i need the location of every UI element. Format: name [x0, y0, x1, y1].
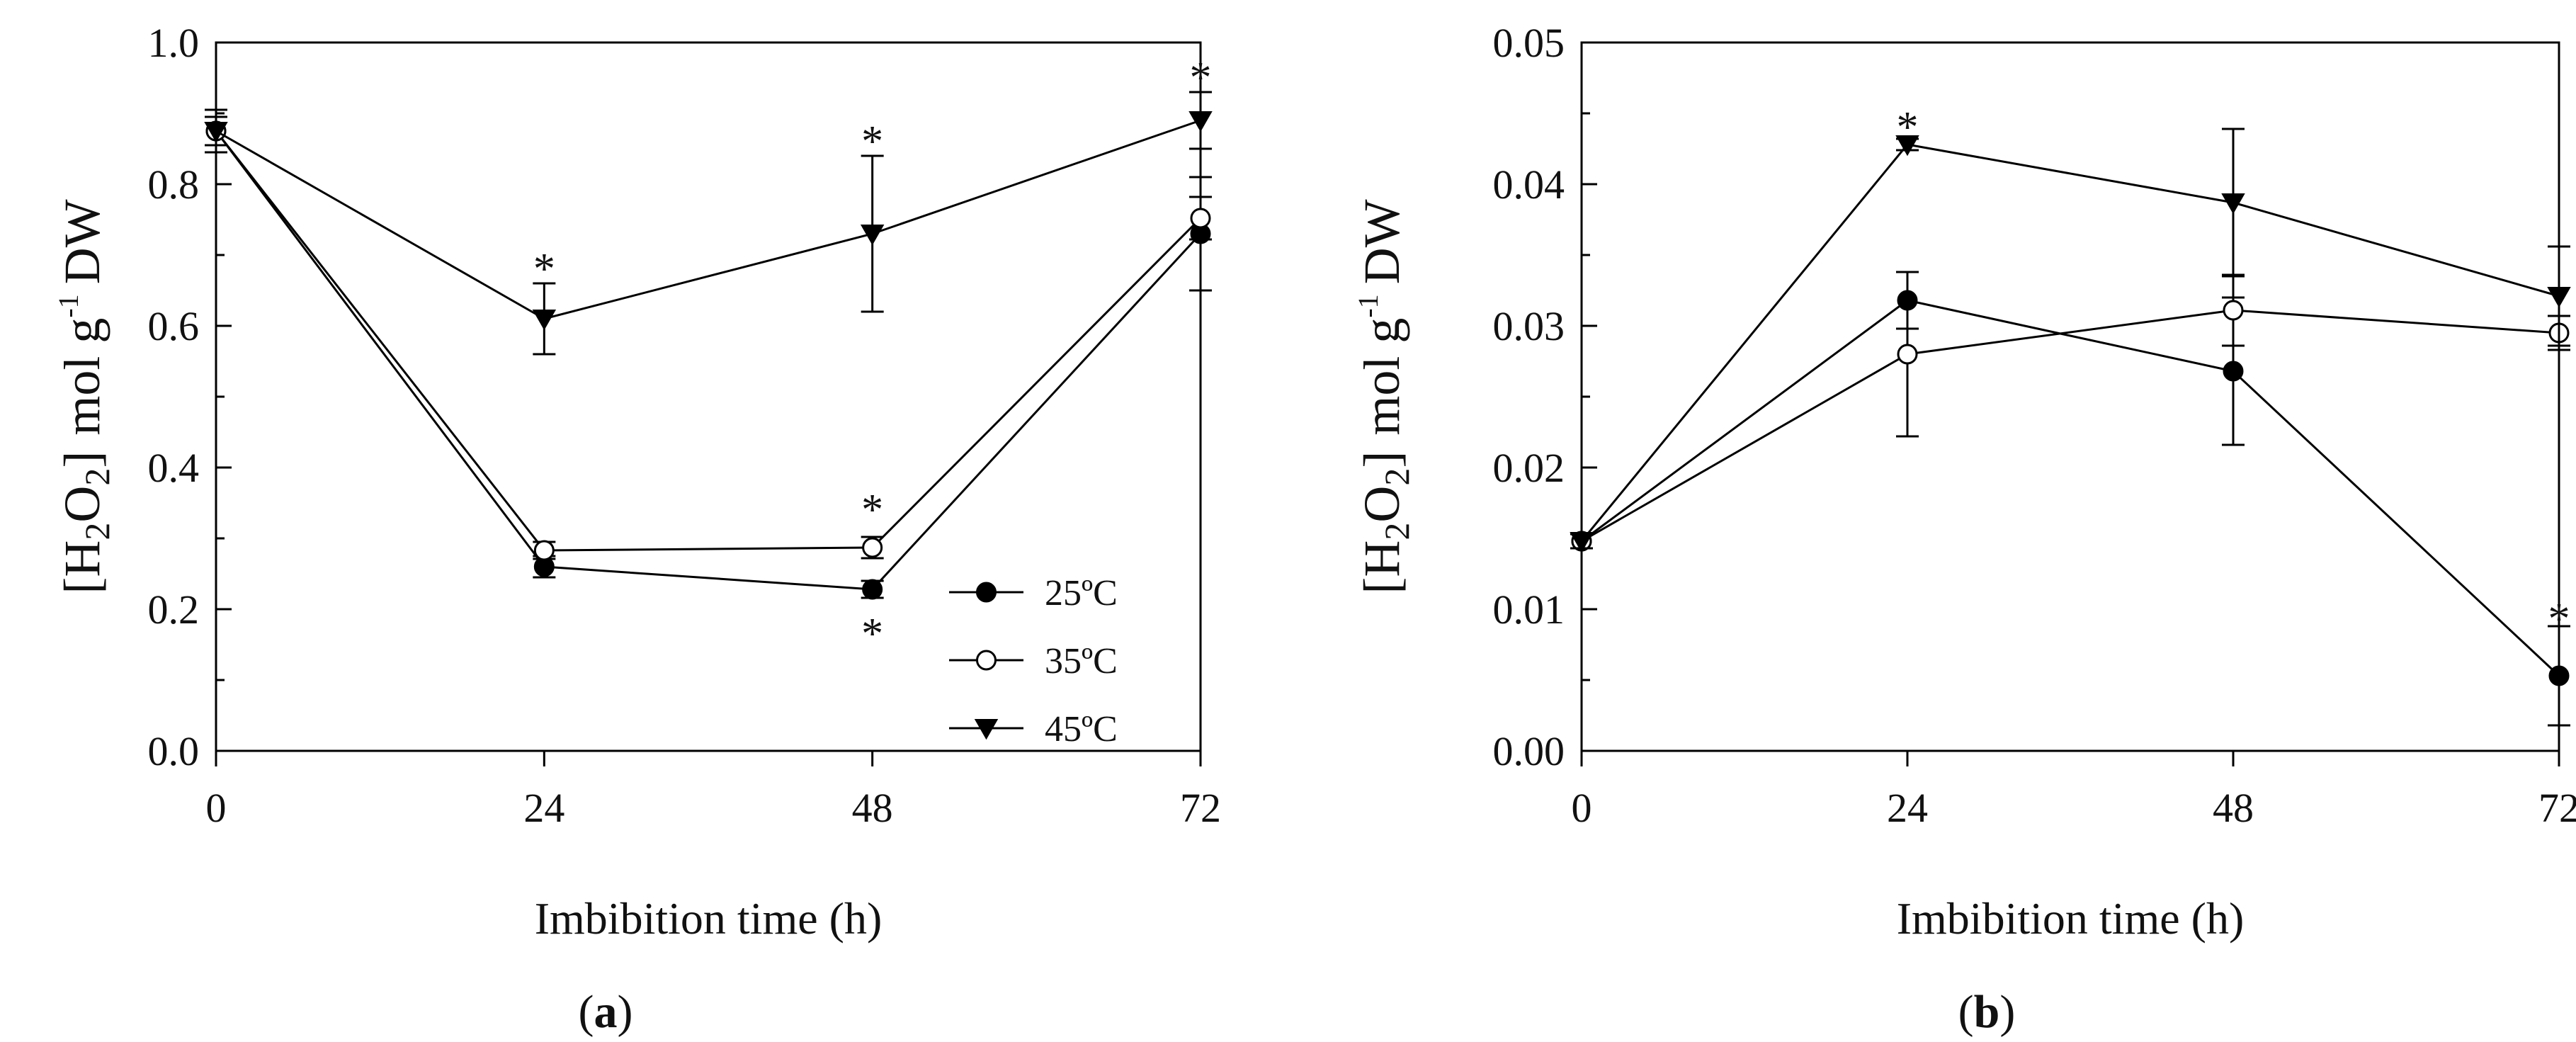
panel-a-series-line	[215, 130, 1202, 591]
panel-b-data-point	[2548, 665, 2570, 686]
panel-a-xtick-label: 72	[1180, 785, 1221, 831]
panel-a-xtick-label: 0	[206, 785, 227, 831]
panel-a-significance-star: *	[861, 118, 883, 166]
panel-b-series-1	[1570, 271, 2570, 552]
panel-b-significance-star: *	[1897, 103, 1919, 152]
panel-b-chart: 0.00 0.01 0.02 0.03 0.04 0.05 0 24 48 72 * * [H2O2]…	[1352, 20, 2576, 1038]
panel-b-data-point	[2547, 287, 2571, 308]
panel-b-label: (b)	[1958, 986, 2016, 1038]
panel-a-ylabel: [H2O2]mol g-1DW	[52, 199, 117, 594]
panel-a-series-line	[215, 119, 1201, 320]
panel-a-xtick-label: 48	[852, 785, 893, 831]
panel-a-legend-marker	[976, 582, 997, 603]
panel-b-series-line	[1580, 143, 2560, 542]
panel-a-data-point	[1190, 208, 1211, 229]
panel-a-significance-star: *	[861, 486, 883, 534]
panel-a-significance-star: *	[861, 610, 883, 658]
panel-a-ytick-label: 0.2	[148, 587, 200, 633]
panel-a-data-point	[1188, 111, 1213, 132]
panel-b-ytick-label: 0.05	[1493, 20, 1565, 66]
panel-b-ytick-label: 0.02	[1493, 445, 1565, 491]
panel-a-xlabel: Imbibition time (h)	[535, 893, 883, 944]
panel-a-data-point	[533, 540, 555, 561]
panel-a-ytick-label: 0.0	[148, 728, 200, 774]
panel-b-ytick-label: 0.04	[1493, 162, 1565, 208]
panel-a-ytick-label: 1.0	[148, 20, 200, 66]
panel-b-ytick-label: 0.01	[1493, 587, 1565, 633]
panel-b-xtick-label: 72	[2538, 785, 2576, 831]
panel-b-data-point	[2223, 300, 2244, 321]
panel-b-xtick-label: 48	[2213, 785, 2254, 831]
panel-a-significance-star: *	[1190, 54, 1212, 102]
panel-a-ytick-label: 0.8	[148, 162, 200, 208]
panel-a-data-point	[532, 310, 557, 331]
panel-b-significance-star: *	[2548, 595, 2570, 643]
panel-b-ytick-label: 0.03	[1493, 303, 1565, 349]
panel-a-legend-marker	[974, 719, 999, 740]
panel-a-series-line	[215, 130, 1202, 552]
panel-a-data-point	[860, 225, 885, 246]
panel-b-data-point	[1895, 135, 1919, 157]
panel-a-data-point	[862, 537, 883, 558]
panel-a-legend-label: 45ºC	[1045, 709, 1118, 749]
panel-b-plot-frame	[1580, 41, 2560, 752]
panel-a-legend-label: 25ºC	[1045, 573, 1118, 613]
panel-a-xtick-label: 24	[523, 785, 564, 831]
panel-b-data-point	[1897, 344, 1918, 365]
panel-a-significance-star: *	[533, 245, 555, 293]
panel-b-series-0	[1570, 271, 2570, 727]
panel-b-series-2	[1570, 128, 2571, 553]
panel-a-series-1	[205, 115, 1212, 561]
panel-a-data-point	[862, 579, 883, 600]
panel-b-xtick-label: 24	[1887, 785, 1928, 831]
panel-b-xlabel: Imbibition time (h)	[1897, 893, 2245, 944]
panel-b-ylabel: [H2O2]mol g-1DW	[1352, 199, 1417, 594]
panel-a-legend-marker	[976, 650, 997, 671]
panel-a-chart: 0.0 0.2 0.4 0.6 0.8 1.0 0 24 48 72 * * * * * 25ºC 35ºC 45…	[52, 20, 1221, 1038]
panel-a-ytick-label: 0.6	[148, 303, 200, 349]
panel-b-ytick-label: 0.00	[1493, 728, 1565, 774]
panel-a-legend-label: 35ºC	[1045, 641, 1118, 681]
panel-a-data-point	[204, 122, 228, 143]
panel-b-xtick-label: 0	[1572, 785, 1592, 831]
panel-b-series-line	[1581, 309, 2560, 543]
panel-a-ytick-label: 0.4	[148, 445, 200, 491]
panel-b-data-point	[1570, 532, 1594, 553]
panel-a-series-2	[204, 91, 1213, 356]
panel-a-label: (a)	[579, 986, 633, 1038]
panel-b-data-point	[2223, 361, 2244, 382]
panel-b-series-line	[1581, 299, 2560, 677]
panel-b-data-point	[2221, 193, 2245, 215]
